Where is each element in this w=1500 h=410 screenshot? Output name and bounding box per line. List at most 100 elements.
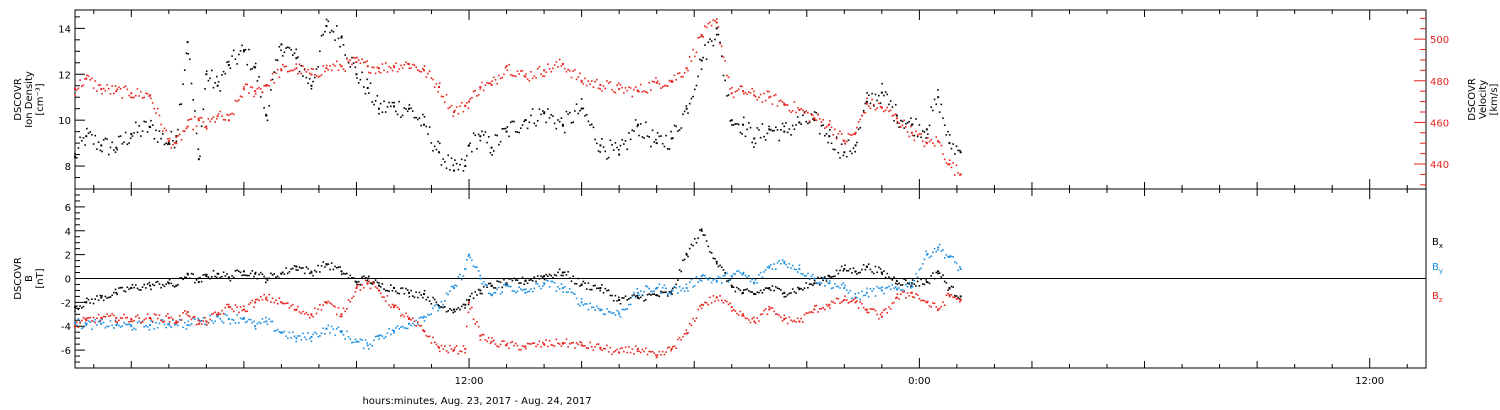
data-point — [653, 141, 656, 143]
data-point — [596, 78, 598, 81]
data-point — [234, 270, 237, 272]
data-point — [308, 272, 311, 275]
data-point — [417, 323, 419, 326]
data-point — [454, 346, 456, 349]
data-point — [303, 313, 306, 315]
data-point — [911, 123, 914, 126]
data-point — [778, 287, 781, 290]
data-point — [771, 103, 774, 105]
data-point — [682, 335, 684, 338]
data-point — [337, 69, 340, 71]
data-point — [580, 344, 583, 347]
data-point — [778, 314, 781, 317]
data-point — [866, 92, 868, 94]
data-point — [438, 304, 441, 307]
data-point — [653, 81, 656, 83]
data-point — [673, 285, 676, 288]
data-point — [104, 326, 107, 329]
data-point — [916, 134, 919, 136]
data-point — [329, 332, 331, 334]
data-point — [487, 336, 490, 339]
data-point — [843, 287, 846, 290]
data-point — [889, 288, 892, 291]
data-point — [167, 323, 169, 326]
data-point — [538, 340, 541, 343]
data-point — [741, 85, 743, 88]
data-point — [852, 267, 855, 270]
data-point — [955, 145, 958, 148]
data-point — [315, 68, 318, 70]
data-point — [298, 311, 301, 313]
data-point — [329, 302, 331, 304]
data-point — [79, 79, 81, 81]
data-point — [715, 296, 718, 298]
data-point — [151, 102, 154, 104]
data-point — [722, 56, 725, 58]
data-point — [452, 164, 455, 167]
data-point — [911, 286, 914, 288]
data-point — [840, 301, 843, 303]
data-point — [290, 305, 292, 307]
data-point — [683, 333, 686, 335]
data-point — [880, 91, 883, 94]
data-point — [726, 300, 728, 303]
data-point — [807, 122, 809, 125]
data-point — [675, 287, 677, 289]
data-point — [124, 323, 127, 326]
data-point — [525, 279, 527, 282]
data-point — [596, 287, 598, 290]
data-point — [884, 287, 887, 289]
data-point — [327, 300, 330, 303]
data-point — [670, 81, 672, 83]
data-point — [145, 325, 147, 327]
data-point — [374, 279, 377, 281]
data-point — [177, 324, 179, 327]
data-point — [803, 112, 806, 114]
data-point — [455, 106, 458, 108]
data-point — [249, 86, 252, 88]
data-point — [94, 298, 97, 300]
data-point — [943, 158, 946, 161]
data-point — [302, 310, 304, 313]
data-point — [268, 293, 271, 296]
data-point — [845, 269, 848, 272]
data-point — [432, 78, 434, 81]
data-point — [778, 100, 781, 102]
data-point — [530, 70, 532, 73]
data-point — [440, 300, 443, 303]
data-point — [516, 279, 519, 282]
data-point — [453, 308, 456, 311]
data-point — [818, 308, 821, 310]
data-point — [881, 311, 884, 314]
data-point — [685, 287, 688, 290]
data-point — [119, 326, 122, 328]
data-point — [202, 320, 205, 322]
data-point — [521, 124, 524, 126]
data-point — [589, 124, 591, 126]
data-point — [327, 324, 330, 327]
data-point — [805, 120, 808, 123]
data-point — [384, 289, 387, 292]
data-point — [126, 323, 129, 326]
data-point — [567, 113, 569, 115]
data-point — [746, 317, 748, 320]
data-point — [753, 282, 756, 285]
data-point — [376, 281, 379, 284]
data-point — [785, 317, 787, 319]
data-point — [685, 329, 688, 331]
data-point — [340, 36, 343, 39]
data-point — [947, 289, 949, 291]
data-point — [295, 340, 298, 343]
data-point — [324, 30, 326, 33]
data-point — [352, 62, 355, 64]
data-point — [124, 85, 127, 88]
data-point — [802, 273, 804, 275]
data-point — [288, 331, 291, 334]
data-point — [219, 90, 222, 92]
data-point — [160, 286, 162, 289]
data-point — [354, 57, 357, 59]
data-point — [700, 303, 703, 306]
data-point — [209, 277, 211, 280]
data-point — [724, 272, 726, 274]
data-point — [717, 299, 720, 302]
